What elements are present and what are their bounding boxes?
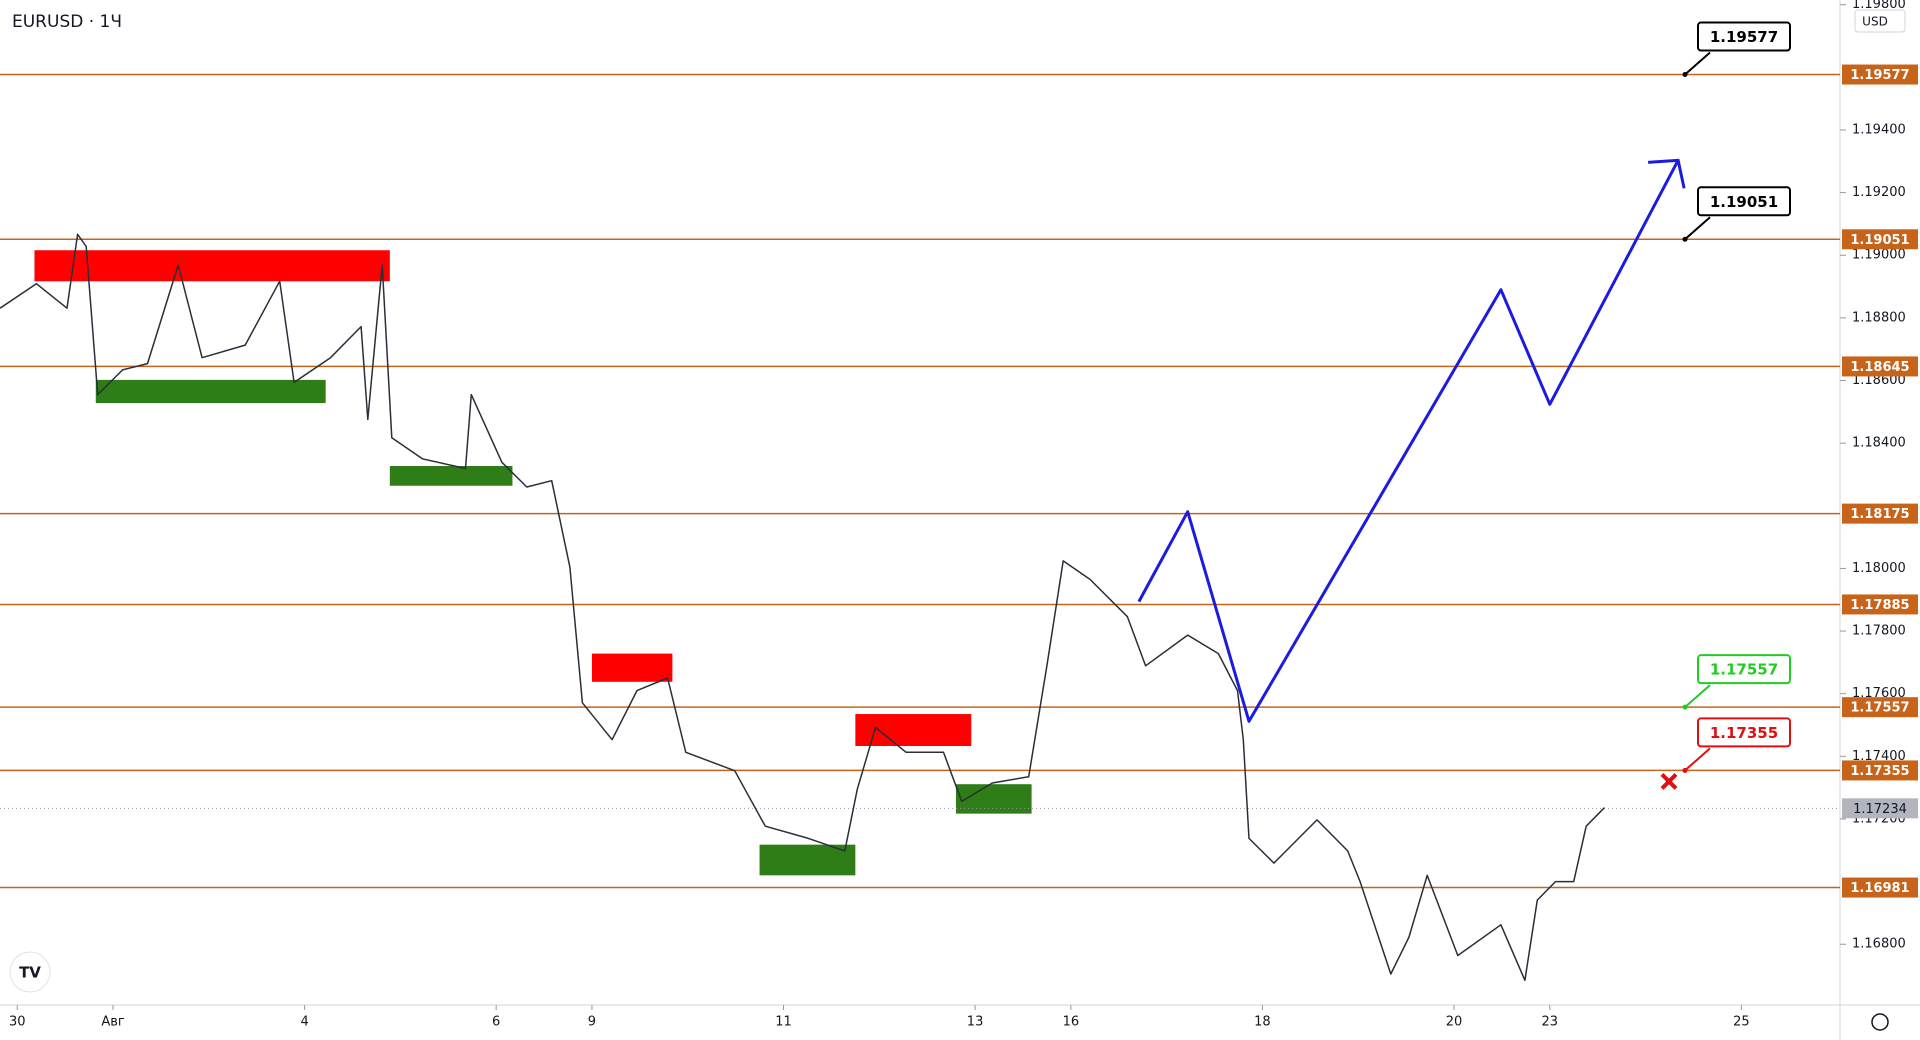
x-tick-label: 13 <box>967 1015 984 1030</box>
callout-text: 1.17557 <box>1710 661 1778 679</box>
zone <box>855 714 972 746</box>
level-label-bg <box>1842 877 1918 898</box>
zone <box>95 379 326 404</box>
callout-text: 1.17355 <box>1710 724 1778 742</box>
zone <box>389 466 513 486</box>
x-tick-label: 30 <box>9 1015 26 1030</box>
y-tick-label: 1.19800 <box>1852 0 1906 12</box>
zone <box>34 250 390 282</box>
callout-anchor <box>1682 704 1688 710</box>
y-tick-label: 1.19000 <box>1852 248 1906 263</box>
callout-pointer <box>1684 747 1711 772</box>
zone <box>591 653 673 682</box>
x-tick-label: 18 <box>1254 1015 1271 1030</box>
y-tick-label: 1.18400 <box>1852 436 1906 451</box>
callout-pointer <box>1684 216 1711 241</box>
y-tick-label: 1.16800 <box>1852 937 1906 952</box>
x-tick-label: 11 <box>775 1015 792 1030</box>
callout-anchor <box>1682 767 1688 773</box>
settings-icon[interactable] <box>1871 1013 1889 1031</box>
level-label-bg <box>1842 760 1918 781</box>
callout-text: 1.19577 <box>1710 28 1778 46</box>
x-tick-label: Авг <box>101 1015 125 1030</box>
y-tick-label: 1.18600 <box>1852 373 1906 388</box>
level-label: 1.18175 <box>1850 507 1909 522</box>
symbol-title: EURUSD · 1Ч <box>12 12 122 32</box>
callout-anchor <box>1682 236 1688 242</box>
projection-line <box>1137 159 1680 723</box>
cross-marker <box>1660 773 1678 790</box>
level-label: 1.18645 <box>1850 360 1909 375</box>
currency-button[interactable] <box>1854 9 1906 33</box>
x-tick-label: 4 <box>300 1015 308 1030</box>
y-tick-label: 1.19200 <box>1852 185 1906 200</box>
tv-logo[interactable]: TV <box>9 951 51 993</box>
callout-box <box>1697 717 1791 748</box>
level-label-bg <box>1842 64 1918 85</box>
x-tick-label: 25 <box>1733 1015 1750 1030</box>
svg-text:TV: TV <box>19 964 41 982</box>
y-tick-label: 1.17800 <box>1852 624 1906 639</box>
level-label: 1.17355 <box>1850 764 1909 779</box>
level-label: 1.19051 <box>1850 233 1909 248</box>
callout-box <box>1697 186 1791 217</box>
y-tick-label: 1.18800 <box>1852 310 1906 325</box>
projection-arrowhead <box>1648 158 1686 189</box>
callout-pointer <box>1684 51 1711 76</box>
x-tick-label: 20 <box>1446 1015 1463 1030</box>
x-tick-label: 9 <box>588 1015 596 1030</box>
last-price-bg <box>1842 798 1918 819</box>
level-label-bg <box>1842 503 1918 524</box>
level-label: 1.19577 <box>1850 68 1909 83</box>
level-label: 1.16981 <box>1850 881 1909 896</box>
level-label-bg <box>1842 356 1918 377</box>
zone <box>955 784 1032 814</box>
level-label-bg <box>1842 594 1918 615</box>
callout-pointer <box>1684 684 1711 708</box>
x-tick-label: 23 <box>1542 1015 1559 1030</box>
callout-box <box>1697 21 1791 52</box>
y-tick-label: 1.18000 <box>1852 561 1906 576</box>
y-tick-label: 1.17400 <box>1852 749 1906 764</box>
price-line <box>0 233 1605 982</box>
x-tick-label: 16 <box>1063 1015 1080 1030</box>
level-label-bg <box>1842 229 1918 250</box>
x-tick-label: 6 <box>492 1015 500 1030</box>
callout-box <box>1697 654 1791 685</box>
level-label-bg <box>1842 697 1918 718</box>
y-tick-label: 1.19400 <box>1852 122 1906 137</box>
callout-anchor <box>1682 72 1688 78</box>
level-label: 1.17557 <box>1850 701 1909 716</box>
currency-label[interactable]: USD <box>1862 15 1888 29</box>
last-price-label: 1.17234 <box>1853 802 1907 817</box>
level-label: 1.17885 <box>1850 598 1909 613</box>
callout-text: 1.19051 <box>1710 193 1778 211</box>
